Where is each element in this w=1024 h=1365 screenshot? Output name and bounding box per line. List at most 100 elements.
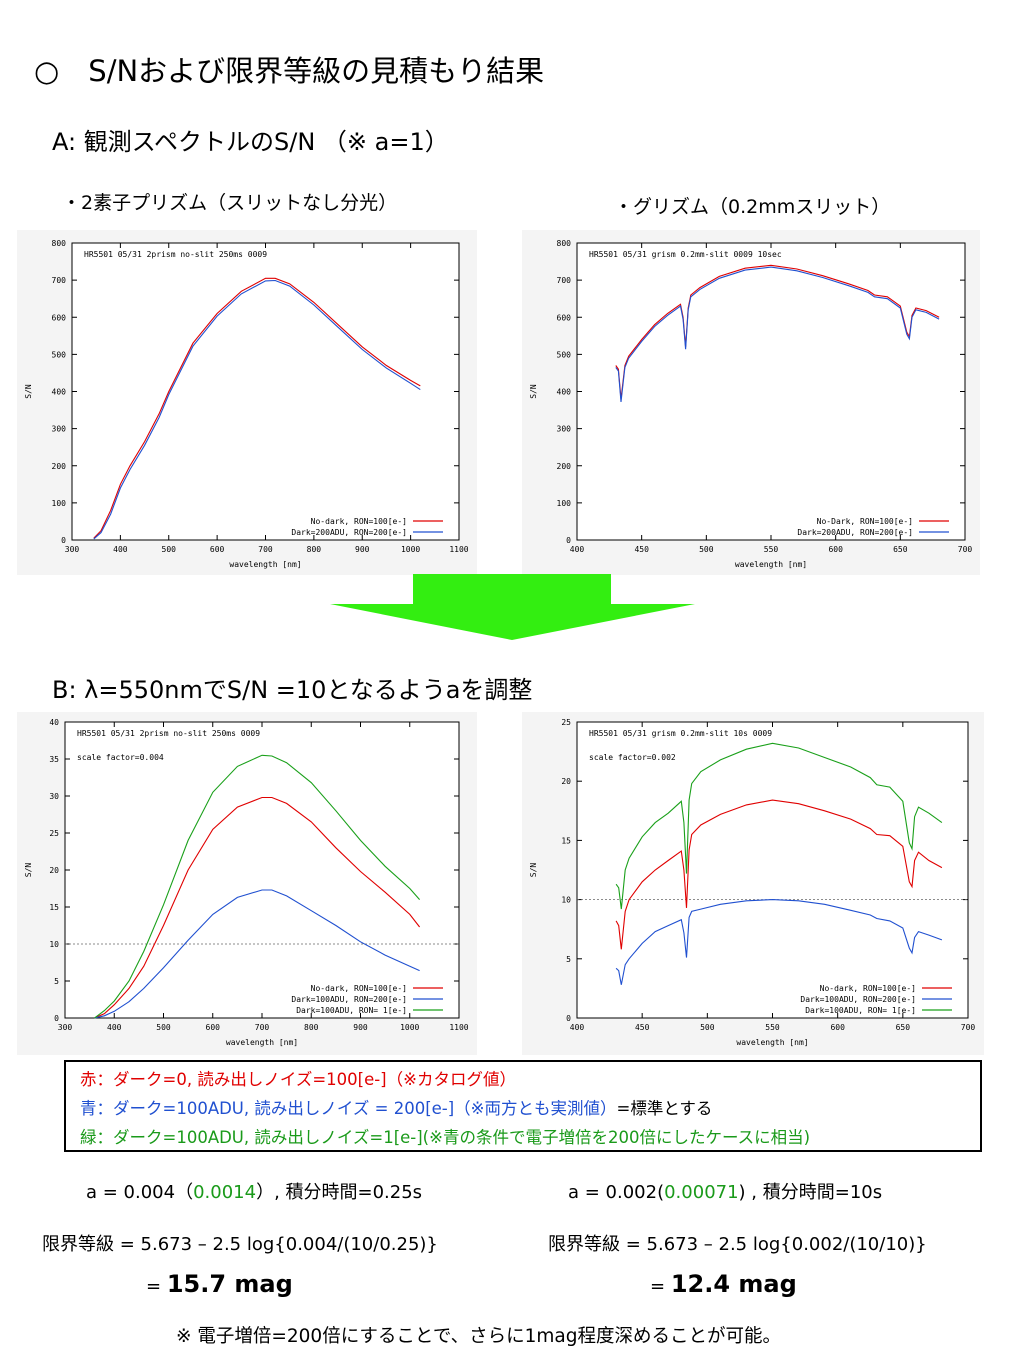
- series-line-1: [93, 279, 421, 540]
- y-tick-label: 400: [557, 388, 572, 397]
- chart-title: HR5501 05/31 grism 0.2mm-slit 0009 10sec: [589, 250, 782, 259]
- left-mag-prefix: =: [146, 1276, 167, 1297]
- legend-entry-label: No-dark, RON=100[e-]: [311, 984, 407, 993]
- subtitle-prism: ・2素子プリズム（スリットなし分光）: [62, 192, 398, 214]
- right-mag-result: = 12.4 mag: [650, 1270, 797, 1298]
- chart-title: HR5501 05/31 2prism no-slit 250ms 0009: [84, 250, 267, 259]
- x-tick-label: 600: [206, 1023, 221, 1032]
- y-tick-label: 100: [52, 499, 67, 508]
- x-axis-label: wavelength [nm]: [229, 560, 301, 569]
- series-line-1: [94, 889, 420, 1019]
- x-tick-label: 300: [58, 1023, 73, 1032]
- x-tick-label: 600: [828, 545, 843, 554]
- series-line-2: [615, 742, 943, 910]
- y-tick-label: 5: [566, 955, 571, 964]
- subtitle-grism: ・グリズム（0.2mmスリット）: [614, 196, 891, 218]
- x-tick-label: 1000: [401, 545, 420, 554]
- series-line-0: [615, 799, 943, 950]
- chart-a-prism-panel: 300 400 500 600 700 800 900 1000 1100 0 100 200 300 4…: [17, 230, 477, 575]
- legend-entry-label: No-dark, RON=100[e-]: [820, 984, 916, 993]
- x-tick-label: 700: [958, 545, 973, 554]
- left-mag-result: = 15.7 mag: [146, 1270, 293, 1298]
- plot-area: [576, 721, 969, 1019]
- x-tick-label: 650: [896, 1023, 911, 1032]
- x-tick-label: 700: [255, 1023, 270, 1032]
- y-tick-label: 800: [557, 239, 572, 248]
- left-a-suffix: ）, 積分時間=0.25s: [256, 1182, 423, 1203]
- plot-area: [64, 721, 460, 1019]
- y-tick-label: 15: [561, 836, 571, 845]
- y-tick-label: 600: [52, 313, 67, 322]
- scale-factor-annotation: scale factor=0.004: [77, 753, 164, 762]
- left-a-green: 0.0014: [193, 1182, 257, 1203]
- legend-green-text: 緑：ダーク=100ADU, 読み出しノイズ=1[e-](※青の条件で電子増倍を2…: [80, 1128, 811, 1147]
- legend-entry-label: Dark=100ADU, RON=200[e-]: [800, 995, 916, 1004]
- x-tick-label: 800: [304, 1023, 319, 1032]
- y-tick-label: 15: [49, 903, 59, 912]
- x-tick-label: 400: [107, 1023, 122, 1032]
- chart-title: HR5501 05/31 2prism no-slit 250ms 0009: [77, 729, 260, 738]
- y-tick-label: 20: [561, 777, 571, 786]
- x-tick-label: 400: [570, 1023, 585, 1032]
- legend-entry-label: Dark=100ADU, RON= 1[e-]: [805, 1006, 916, 1015]
- legend-red-text: 赤：ダーク=0, 読み出しノイズ=100[e-]（※カタログ値）: [80, 1070, 516, 1089]
- x-tick-label: 550: [764, 545, 779, 554]
- x-tick-label: 500: [699, 545, 714, 554]
- x-tick-label: 450: [634, 545, 649, 554]
- x-axis-label: wavelength [nm]: [226, 1038, 298, 1047]
- x-tick-label: 400: [570, 545, 585, 554]
- x-tick-label: 700: [961, 1023, 976, 1032]
- chart-b-prism: 300 400 500 600 700 800 900 1000 1100 0 5 10 15 20 25 3…: [24, 718, 469, 1047]
- y-tick-label: 400: [52, 388, 67, 397]
- y-tick-label: 200: [557, 462, 572, 471]
- x-tick-label: 600: [210, 545, 225, 554]
- section-b-heading: B: λ=550nmでS/N =10となるようaを調整: [52, 676, 533, 704]
- y-axis-label: S/N: [24, 863, 33, 878]
- x-tick-label: 300: [65, 545, 80, 554]
- chart-b-grism-panel: 400 450 500 550 600 650 700 0 5 10 15 20 25 wavelengt…: [522, 712, 984, 1055]
- color-legend-box: 赤：ダーク=0, 読み出しノイズ=100[e-]（※カタログ値） 青：ダーク=1…: [64, 1060, 982, 1152]
- x-axis-label: wavelength [nm]: [736, 1038, 808, 1047]
- x-tick-label: 500: [700, 1023, 715, 1032]
- series-line-0: [615, 264, 940, 399]
- right-mag-value: 12.4 mag: [670, 1270, 797, 1298]
- arrow-shape: [330, 574, 695, 640]
- series-line-1: [615, 266, 940, 402]
- y-tick-label: 10: [561, 896, 571, 905]
- legend-entry-label: Dark=200ADU, RON=200[e-]: [797, 528, 913, 537]
- x-tick-label: 400: [113, 545, 128, 554]
- section-a-heading: A: 観測スペクトルのS/N （※ a=1）: [52, 128, 449, 156]
- y-tick-label: 40: [49, 718, 59, 727]
- x-axis-label: wavelength [nm]: [735, 560, 807, 569]
- y-tick-label: 0: [566, 536, 571, 545]
- y-tick-label: 500: [52, 350, 67, 359]
- x-tick-label: 900: [353, 1023, 368, 1032]
- y-tick-label: 300: [52, 425, 67, 434]
- right-a-green: 0.00071: [664, 1182, 739, 1203]
- y-tick-label: 5: [54, 977, 59, 986]
- y-tick-label: 100: [557, 499, 572, 508]
- right-a-prefix: a = 0.002(: [568, 1182, 665, 1203]
- y-tick-label: 200: [52, 462, 67, 471]
- chart-title: HR5501 05/31 grism 0.2mm-slit 10s 0009: [589, 729, 772, 738]
- left-limit-formula: 限界等級 = 5.673 – 2.5 log{0.004/(10/0.25)}: [42, 1234, 438, 1255]
- y-tick-label: 30: [49, 792, 59, 801]
- x-tick-label: 450: [635, 1023, 650, 1032]
- right-limit-formula: 限界等級 = 5.673 – 2.5 log{0.002/(10/10)}: [548, 1234, 927, 1255]
- left-a-prefix: a = 0.004（: [86, 1182, 194, 1203]
- y-tick-label: 20: [49, 866, 59, 875]
- slide-title: ○ S/Nおよび限界等級の見積もり結果: [34, 54, 545, 88]
- y-tick-label: 600: [557, 313, 572, 322]
- x-tick-label: 900: [355, 545, 370, 554]
- y-tick-label: 35: [49, 755, 59, 764]
- x-tick-label: 1000: [400, 1023, 419, 1032]
- right-a-suffix: ) , 積分時間=10s: [738, 1182, 883, 1203]
- x-tick-label: 500: [156, 1023, 171, 1032]
- y-tick-label: 10: [49, 940, 59, 949]
- legend-entry-label: Dark=100ADU, RON=200[e-]: [291, 995, 407, 1004]
- y-tick-label: 800: [52, 239, 67, 248]
- x-tick-label: 500: [162, 545, 177, 554]
- y-axis-label: S/N: [529, 863, 538, 878]
- x-tick-label: 600: [830, 1023, 845, 1032]
- series-line-2: [94, 754, 421, 1019]
